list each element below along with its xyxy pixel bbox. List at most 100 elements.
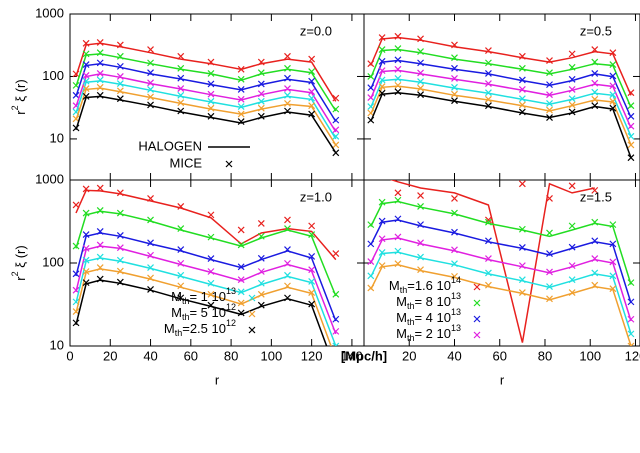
x-tick-label: 40 xyxy=(447,348,461,363)
legend-cross xyxy=(473,331,481,339)
mice-cross xyxy=(207,279,215,287)
mice-cross xyxy=(609,104,617,112)
mice-cross xyxy=(308,68,316,75)
mice-cross xyxy=(96,39,104,46)
mice-cross xyxy=(116,73,124,80)
mice-cross xyxy=(237,65,245,73)
mice-cross xyxy=(417,91,424,99)
mice-cross xyxy=(485,47,492,54)
mice-cross xyxy=(518,86,526,93)
mice-cross xyxy=(284,282,291,290)
mice-cross xyxy=(237,95,245,103)
mice-cross xyxy=(394,189,402,197)
mice-cross xyxy=(451,75,458,82)
x-axis-label: r xyxy=(215,372,220,387)
mice-cross xyxy=(485,69,492,77)
legend-label-part: 13 xyxy=(226,286,236,296)
mice-cross xyxy=(257,279,265,287)
mice-cross xyxy=(417,78,424,85)
legend-label-part: M xyxy=(171,289,182,304)
mice-cross xyxy=(96,76,104,84)
mice-cross xyxy=(378,57,386,65)
mice-cross xyxy=(82,77,90,85)
mice-cross xyxy=(485,216,492,224)
mice-cross xyxy=(284,74,291,82)
mice-cross xyxy=(417,203,424,210)
mice-cross xyxy=(591,58,599,66)
mice-cross xyxy=(417,192,424,199)
legend-label-part: th xyxy=(182,312,190,322)
mice-cross xyxy=(207,69,215,77)
mice-cross xyxy=(332,327,340,335)
mice-cross xyxy=(72,70,80,78)
mice-cross xyxy=(518,289,526,297)
mice-cross xyxy=(116,95,124,103)
legend-label-part: M xyxy=(389,278,400,293)
halogen-line xyxy=(370,48,632,108)
x-tick-label: 40 xyxy=(143,348,157,363)
mice-cross xyxy=(591,186,599,194)
x-tick-label: 0 xyxy=(66,348,73,363)
mice-cross xyxy=(518,101,526,109)
mice-cross xyxy=(546,106,553,114)
mice-cross xyxy=(96,69,104,77)
halogen-line xyxy=(390,180,595,343)
halogen-line xyxy=(370,251,632,335)
mice-cross xyxy=(485,269,492,277)
mice-cross xyxy=(237,118,245,125)
x-tick-label: 60 xyxy=(493,348,507,363)
mice-cross xyxy=(627,279,635,287)
mice-cross xyxy=(518,64,526,72)
mice-cross xyxy=(257,232,265,240)
mice-cross xyxy=(518,244,526,251)
mice-cross xyxy=(308,300,316,308)
legend-label-part: M xyxy=(396,310,407,325)
y-axis-label-part: r xyxy=(13,110,28,115)
legend-label-part: th xyxy=(400,285,408,295)
mice-cross xyxy=(451,90,458,98)
mice-cross xyxy=(379,174,385,180)
mice-cross xyxy=(257,290,265,298)
mice-cross xyxy=(284,52,291,60)
mice-cross xyxy=(177,91,185,99)
mice-cross xyxy=(72,124,80,132)
mice-cross xyxy=(568,182,576,190)
y-tick-label: 100 xyxy=(42,68,64,83)
mice-cross xyxy=(546,194,553,202)
mice-cross xyxy=(332,132,340,140)
legend-label-part: 13 xyxy=(451,291,461,301)
y-tick-label: 100 xyxy=(42,254,64,269)
mice-cross xyxy=(627,315,635,323)
mice-cross xyxy=(332,126,340,134)
mice-cross xyxy=(147,46,154,53)
mice-cross xyxy=(394,260,402,268)
mice-cross xyxy=(96,253,104,261)
mice-cross xyxy=(591,281,599,289)
legend-label-part: th xyxy=(407,317,415,327)
mice-cross xyxy=(177,246,185,254)
mice-cross xyxy=(591,269,599,277)
mice-cross xyxy=(485,237,492,245)
mice-cross xyxy=(237,75,245,83)
mice-cross xyxy=(96,241,104,249)
y-axis-label-part: ξ (r) xyxy=(13,79,28,105)
mice-cross xyxy=(237,299,245,307)
mice-cross xyxy=(546,268,553,276)
mice-cross xyxy=(147,69,154,77)
mice-cross xyxy=(257,219,265,227)
mice-cross xyxy=(284,85,291,92)
mice-cross xyxy=(237,288,245,296)
mice-cross xyxy=(257,301,265,309)
legend-cross xyxy=(473,299,481,307)
mice-cross xyxy=(237,86,245,93)
mice-cross xyxy=(147,239,154,247)
mice-cross xyxy=(177,52,185,60)
halogen-line xyxy=(75,53,337,112)
mice-cross xyxy=(237,103,245,110)
mice-cross xyxy=(568,50,576,58)
mice-cross xyxy=(417,221,424,229)
mice-cross xyxy=(96,91,104,99)
mice-cross xyxy=(284,100,291,107)
mice-cross xyxy=(72,319,80,327)
x-tick-label: 80 xyxy=(224,348,238,363)
